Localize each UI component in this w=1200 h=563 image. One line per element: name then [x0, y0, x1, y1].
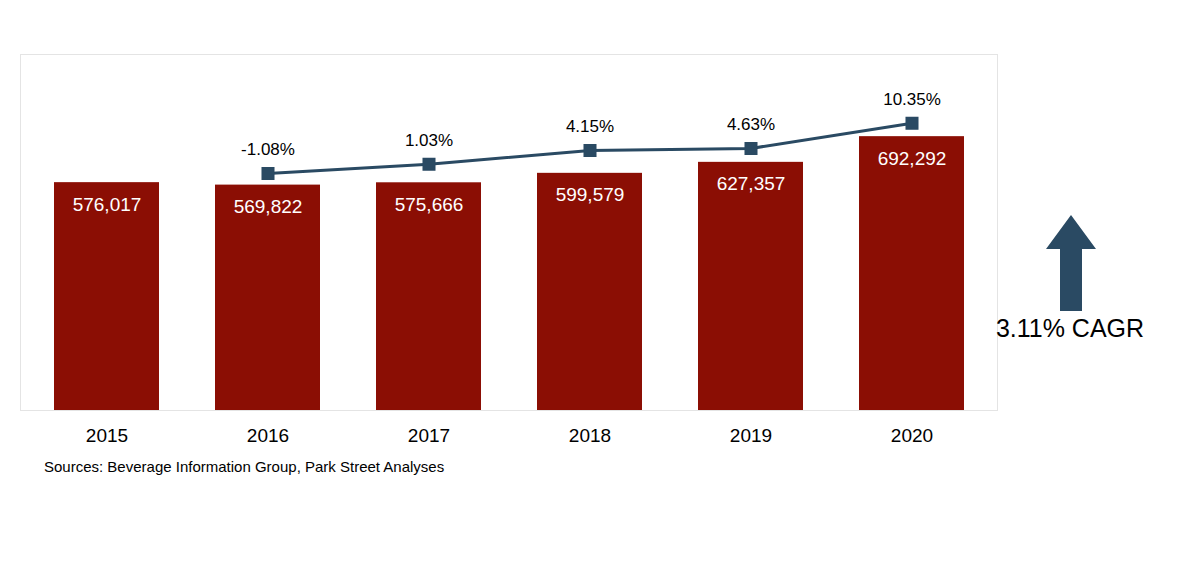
svg-text:10.35%: 10.35%	[883, 90, 941, 109]
svg-text:2016: 2016	[247, 425, 289, 446]
svg-text:1.03%: 1.03%	[405, 131, 453, 150]
svg-text:627,357: 627,357	[717, 173, 786, 194]
svg-text:599,579: 599,579	[556, 184, 625, 205]
svg-text:2019: 2019	[730, 425, 772, 446]
html-text:3.11% CAGR: 3.11% CAGR	[995, 314, 1145, 342]
svg-text:575,666: 575,666	[395, 194, 464, 215]
svg-text:576,017: 576,017	[73, 194, 142, 215]
svg-text:2020: 2020	[891, 425, 933, 446]
svg-text:692,292: 692,292	[878, 148, 947, 169]
svg-text:2015: 2015	[86, 425, 128, 446]
svg-text:-1.08%: -1.08%	[241, 140, 295, 159]
html-text:Sources: Beverage Information: Sources: Beverage Information Group, Par…	[44, 458, 445, 475]
svg-text:2018: 2018	[569, 425, 611, 446]
svg-text:569,822: 569,822	[234, 196, 303, 217]
svg-text:4.15%: 4.15%	[566, 117, 614, 136]
svg-text:4.63%: 4.63%	[727, 115, 775, 134]
svg-text:2017: 2017	[408, 425, 450, 446]
